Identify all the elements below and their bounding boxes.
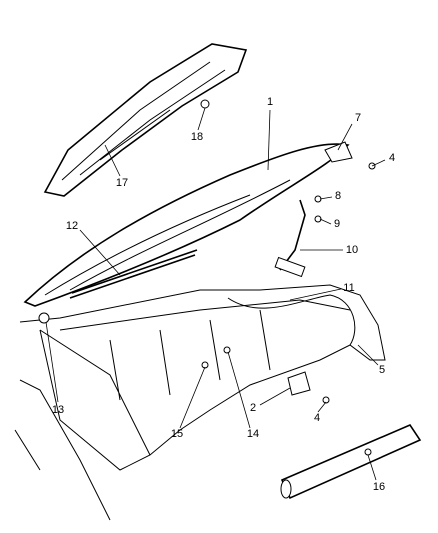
- support-base: [274, 256, 306, 278]
- callouts: 1 2 4 4 5 7 8 9 10 11 12 13 14 15 16 17 …: [52, 96, 395, 493]
- leader: [197, 107, 206, 131]
- leader: [319, 196, 333, 200]
- bumper: [38, 312, 50, 324]
- leader: [367, 454, 377, 481]
- bolt: [322, 396, 330, 404]
- leader: [104, 144, 121, 177]
- callout: 4: [389, 152, 395, 164]
- latch: [287, 371, 311, 396]
- clip: [223, 346, 231, 354]
- callout: 14: [247, 428, 259, 440]
- cable: [227, 294, 356, 346]
- callout: 9: [334, 218, 340, 230]
- callout: 17: [116, 177, 128, 189]
- leader: [357, 344, 379, 366]
- nut: [314, 215, 322, 223]
- callout: 2: [250, 402, 256, 414]
- callout: 11: [343, 282, 354, 294]
- hood-seal: [69, 249, 198, 299]
- leader: [337, 123, 353, 151]
- seal-clip: [364, 448, 372, 456]
- leader: [79, 229, 121, 276]
- callout: 12: [66, 220, 78, 232]
- body: [19, 284, 386, 471]
- artwork: [14, 43, 422, 521]
- leader: [179, 366, 206, 429]
- bay-details: [39, 299, 351, 456]
- fender: [14, 379, 111, 521]
- hood-ribs: [44, 179, 291, 296]
- callout: 5: [379, 364, 385, 376]
- leader: [267, 109, 271, 171]
- hinge: [324, 141, 353, 163]
- callout: 4: [314, 412, 320, 424]
- callout: 7: [355, 112, 361, 124]
- leader: [319, 218, 332, 225]
- cowl-seal: [280, 424, 422, 500]
- callout: 10: [346, 244, 358, 256]
- leader: [289, 288, 342, 301]
- leader: [227, 351, 251, 429]
- hood: [23, 143, 350, 307]
- clip: [200, 99, 210, 109]
- support: [279, 199, 306, 271]
- callout: 1: [267, 96, 273, 108]
- leader: [317, 401, 327, 413]
- callout: 18: [191, 131, 203, 143]
- leader: [45, 321, 59, 403]
- callout: 16: [373, 481, 385, 493]
- callout: 8: [335, 190, 341, 202]
- leader: [371, 159, 386, 167]
- leader: [259, 387, 291, 406]
- callout: 13: [52, 404, 64, 416]
- leader-lines: [45, 107, 386, 481]
- callout: 15: [171, 428, 183, 440]
- seal-end: [280, 479, 292, 499]
- insulation-pad: [43, 43, 248, 197]
- pad-ribs: [61, 61, 226, 181]
